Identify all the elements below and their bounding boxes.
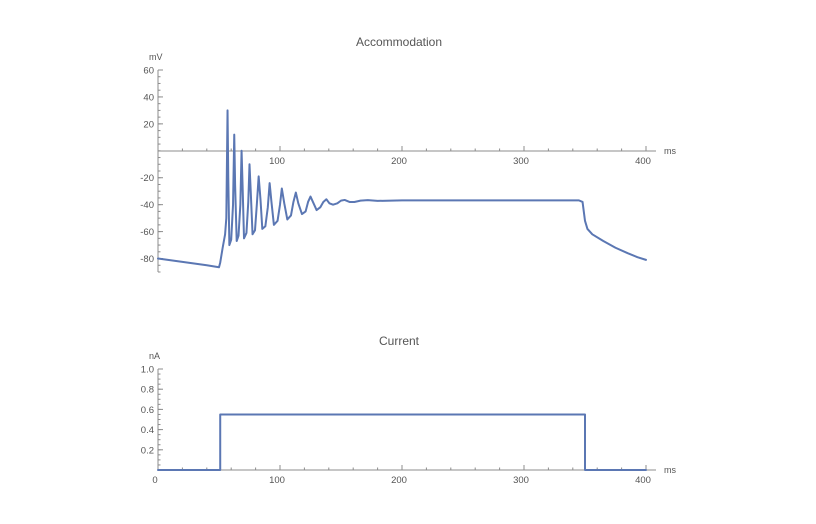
x-tick-label: 200: [391, 475, 407, 486]
y-tick-label: 0.4: [141, 425, 154, 436]
series-line: [157, 413, 647, 471]
y-tick-label: 20: [143, 119, 154, 130]
current-plot: Current ms nA 0.2 0.4 0.6 0.8 1.0 0 100 200 300 4…: [141, 334, 677, 486]
y-tick-label: 0.6: [141, 405, 154, 416]
x-tick-label: 400: [635, 475, 651, 486]
x-tick-label: 200: [391, 156, 407, 167]
chart-title: Current: [379, 334, 420, 348]
y-tick-label: -20: [140, 173, 154, 184]
y-tick-label: 40: [143, 92, 154, 103]
x-axis-label: ms: [664, 146, 676, 156]
series-line: [157, 109, 647, 269]
y-tick-label: 0.8: [141, 385, 154, 396]
x-tick-label: 400: [635, 156, 651, 167]
y-tick-label: 1.0: [141, 365, 154, 376]
y-tick-label: -80: [140, 254, 154, 265]
x-tick-label: 100: [269, 156, 285, 167]
accommodation-plot: Accommodation ms mV -80 -60 -40 -20 20 40 60 10…: [140, 35, 676, 273]
x-tick-label: 300: [513, 156, 529, 167]
x-axis-label: ms: [664, 465, 676, 475]
y-tick-label: 60: [143, 66, 154, 77]
y-tick-label: 0.2: [141, 445, 154, 456]
x-tick-label: 0: [152, 475, 157, 486]
y-tick-label: -60: [140, 227, 154, 238]
chart-title: Accommodation: [356, 35, 442, 49]
y-axis-label: nA: [149, 351, 160, 361]
y-axis-label: mV: [149, 52, 163, 62]
y-tick-label: -40: [140, 200, 154, 211]
x-tick-label: 300: [513, 475, 529, 486]
x-tick-label: 100: [269, 475, 285, 486]
